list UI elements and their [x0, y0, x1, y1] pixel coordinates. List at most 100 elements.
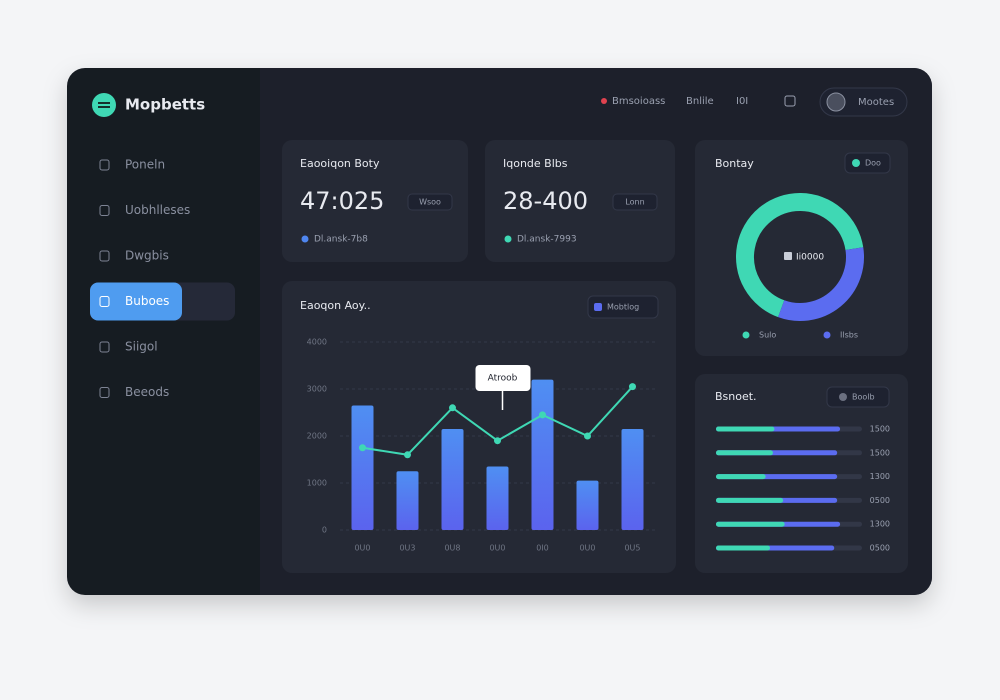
- stat-title: Iqonde Blbs: [503, 157, 568, 170]
- stat-note-icon: [301, 235, 309, 243]
- donut-tag[interactable]: [844, 152, 891, 174]
- header-item[interactable]: Bnlile: [686, 96, 714, 107]
- line-point: [449, 404, 456, 412]
- header-icon[interactable]: [784, 95, 796, 107]
- y-tick-label: 3000: [307, 385, 327, 394]
- activity-tag-text: Mobtlog: [607, 303, 639, 312]
- progress-list: 1500 1500 1300 0500 1300 0500: [716, 425, 890, 553]
- nav-item[interactable]: Siigol: [125, 340, 158, 354]
- stat-tag-text: Lonn: [625, 198, 644, 207]
- line-point: [404, 451, 411, 459]
- bar: [621, 428, 644, 530]
- bar: [351, 405, 374, 530]
- progress-primary: [716, 426, 775, 432]
- progress-tag-text: Boolb: [852, 393, 875, 402]
- tooltip-text: Atroob: [488, 374, 518, 384]
- y-tick-label: 4000: [307, 338, 327, 347]
- stat-value: 47:025: [300, 187, 384, 215]
- activity-tag[interactable]: [587, 295, 659, 319]
- sidebar-nav: Poneln Uobhlleses Dwgbis Buboes Siigol Beeods: [90, 158, 235, 399]
- nav-icon: [99, 205, 110, 216]
- progress-label: 0500: [870, 544, 890, 553]
- bar: [441, 428, 464, 530]
- progress-title: Bsnoet.: [715, 390, 757, 403]
- nav-icon: [99, 341, 110, 353]
- donut-title: Bontay: [715, 157, 754, 170]
- progress-label: 1500: [870, 425, 890, 434]
- progress-label: 1300: [870, 520, 890, 529]
- x-tick-label: 0I0: [536, 544, 549, 553]
- stat-value: 28-400: [503, 187, 588, 215]
- line-point: [629, 383, 636, 391]
- y-tick-label: 0: [322, 526, 327, 535]
- stat-note: Dl.ansk-7b8: [314, 235, 368, 245]
- donut-center-icon: [784, 252, 792, 260]
- donut-card: [695, 140, 908, 356]
- x-tick-label: 0U5: [624, 544, 640, 553]
- progress-label: 1300: [870, 472, 890, 481]
- progress-label: 1500: [870, 448, 890, 457]
- legend-swatch: [823, 331, 831, 339]
- progress-label: 0500: [870, 496, 890, 505]
- donut-segment: [736, 193, 864, 318]
- x-tick-label: 0U0: [354, 544, 370, 553]
- nav-item[interactable]: Dwgbis: [125, 249, 169, 263]
- line-point: [539, 411, 546, 419]
- stat-note: Dl.ansk-7993: [517, 235, 577, 245]
- activity-tag-icon: [594, 303, 602, 311]
- donut-tag-text: Doo: [865, 159, 881, 168]
- x-tick-label: 0U8: [444, 544, 460, 553]
- progress-primary: [716, 474, 766, 480]
- legend-label: Sulo: [759, 331, 776, 340]
- nav-icon: [99, 296, 110, 307]
- progress-tag-dot: [839, 393, 847, 401]
- bar-line-chart: 0 1000 2000 3000 4000 0U0 0U3 0U8 0U0 0I0 0U0 0U5 At…: [307, 338, 655, 553]
- status-dot: [601, 98, 607, 104]
- progress-primary: [716, 545, 771, 551]
- legend-swatch: [742, 331, 750, 339]
- nav-icon: [99, 159, 110, 171]
- bar: [486, 466, 509, 530]
- nav-active[interactable]: [90, 282, 182, 321]
- brand-logo: [92, 93, 116, 117]
- nav-icon: [99, 250, 110, 262]
- progress-tag[interactable]: [826, 386, 890, 408]
- tooltip: [475, 365, 531, 391]
- header-item[interactable]: I0I: [736, 96, 748, 107]
- donut-tag-dot: [852, 159, 860, 167]
- progress-primary: [716, 450, 773, 456]
- user-name: Mootes: [858, 97, 894, 108]
- header-item[interactable]: Bmsoioass: [612, 96, 665, 107]
- bar: [576, 480, 599, 530]
- line-point: [584, 432, 591, 440]
- y-tick-label: 1000: [307, 479, 327, 488]
- nav-item[interactable]: Beeods: [125, 385, 169, 399]
- stat-note-icon: [504, 235, 512, 243]
- stat-tag-text: Wsoo: [419, 198, 441, 207]
- donut-center-text: Ii0000: [796, 253, 824, 263]
- nav-item[interactable]: Uobhlleses: [125, 203, 190, 217]
- activity-title: Eaoqon Aoy..: [300, 299, 371, 312]
- donut-chart: Sulo Ilsbs: [736, 193, 864, 340]
- x-tick-label: 0U0: [489, 544, 505, 553]
- y-tick-label: 2000: [307, 432, 327, 441]
- x-tick-label: 0U0: [579, 544, 595, 553]
- brand-name: Mopbetts: [125, 96, 205, 114]
- line-point: [494, 437, 501, 445]
- x-tick-label: 0U3: [399, 544, 415, 553]
- donut-segment: [778, 247, 864, 321]
- stat-tag[interactable]: [407, 193, 453, 211]
- nav-item[interactable]: Poneln: [125, 158, 165, 172]
- nav-icon: [99, 387, 110, 398]
- legend-label: Ilsbs: [840, 331, 858, 340]
- line-point: [359, 444, 366, 452]
- progress-primary: [716, 521, 785, 527]
- progress-primary: [716, 497, 784, 503]
- nav-item[interactable]: Buboes: [125, 294, 169, 308]
- stat-card: [485, 140, 675, 262]
- bar: [396, 471, 419, 530]
- stat-title: Eaooiqon Boty: [300, 157, 380, 170]
- brand-logo-mark: [98, 102, 110, 108]
- user-avatar: [826, 92, 846, 112]
- stat-tag[interactable]: [612, 193, 658, 211]
